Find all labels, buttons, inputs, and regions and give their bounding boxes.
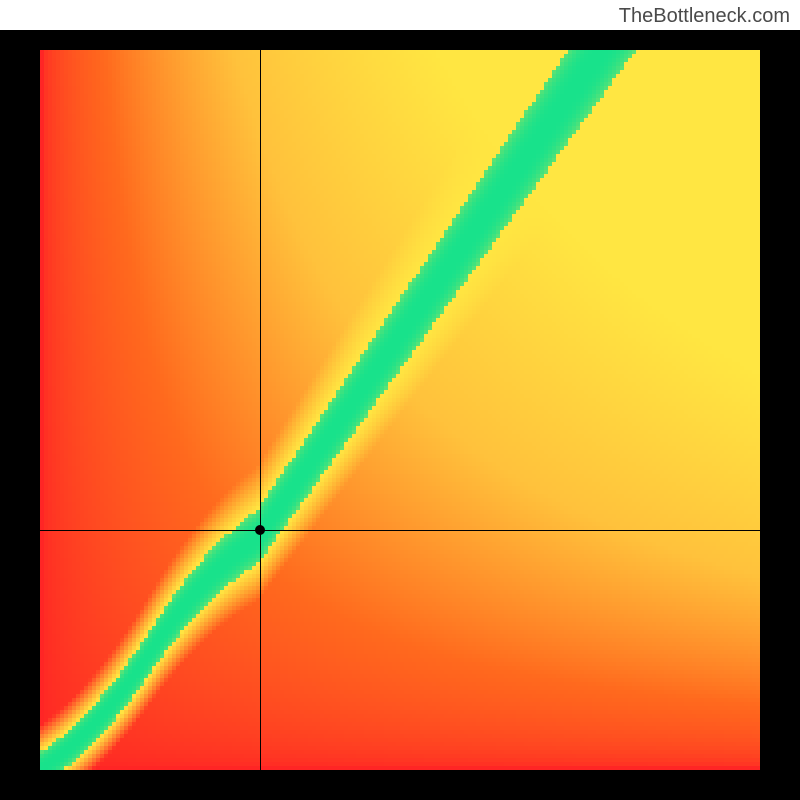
crosshair-dot (255, 525, 265, 535)
bottleneck-heatmap (40, 50, 760, 770)
outer-black-frame (0, 30, 800, 800)
crosshair-horizontal (40, 530, 760, 531)
chart-container: TheBottleneck.com (0, 0, 800, 800)
crosshair-vertical (260, 50, 261, 770)
watermark-text: TheBottleneck.com (619, 5, 790, 28)
